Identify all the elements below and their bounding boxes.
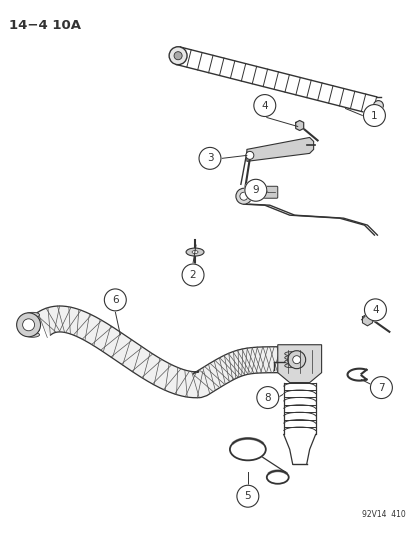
Ellipse shape bbox=[26, 327, 40, 332]
Text: 7: 7 bbox=[377, 383, 384, 393]
Circle shape bbox=[104, 289, 126, 311]
Text: 1: 1 bbox=[370, 110, 377, 120]
Polygon shape bbox=[277, 345, 321, 383]
Circle shape bbox=[169, 47, 187, 64]
Circle shape bbox=[244, 179, 266, 201]
Circle shape bbox=[199, 148, 221, 169]
Ellipse shape bbox=[284, 364, 296, 368]
Circle shape bbox=[370, 377, 392, 399]
Ellipse shape bbox=[26, 317, 40, 322]
Circle shape bbox=[17, 313, 40, 337]
Text: 3: 3 bbox=[206, 154, 213, 163]
Circle shape bbox=[292, 356, 300, 364]
Text: 4: 4 bbox=[261, 101, 268, 110]
Circle shape bbox=[173, 52, 182, 60]
Circle shape bbox=[239, 192, 247, 200]
Text: 2: 2 bbox=[189, 270, 196, 280]
Polygon shape bbox=[295, 120, 303, 131]
Ellipse shape bbox=[284, 360, 296, 364]
Text: 5: 5 bbox=[244, 491, 251, 501]
Circle shape bbox=[235, 188, 251, 204]
Circle shape bbox=[363, 104, 385, 126]
Circle shape bbox=[363, 299, 385, 321]
Circle shape bbox=[23, 319, 35, 331]
Circle shape bbox=[236, 485, 258, 507]
Ellipse shape bbox=[284, 356, 296, 360]
Ellipse shape bbox=[26, 312, 40, 317]
Text: 6: 6 bbox=[112, 295, 119, 305]
Circle shape bbox=[245, 151, 253, 159]
Circle shape bbox=[256, 386, 278, 408]
Polygon shape bbox=[246, 138, 313, 161]
Text: 9: 9 bbox=[252, 185, 259, 195]
Text: 8: 8 bbox=[264, 393, 271, 402]
Circle shape bbox=[373, 101, 382, 110]
Text: 4: 4 bbox=[371, 305, 378, 315]
FancyBboxPatch shape bbox=[261, 186, 277, 198]
Circle shape bbox=[253, 94, 275, 117]
Ellipse shape bbox=[284, 352, 296, 356]
Ellipse shape bbox=[26, 332, 40, 337]
Ellipse shape bbox=[26, 322, 40, 327]
Polygon shape bbox=[362, 314, 372, 326]
Ellipse shape bbox=[185, 248, 204, 256]
Polygon shape bbox=[35, 306, 284, 398]
Text: 92V14  410: 92V14 410 bbox=[361, 510, 404, 519]
Circle shape bbox=[287, 351, 305, 369]
Ellipse shape bbox=[192, 251, 197, 254]
Text: 14−4 10A: 14−4 10A bbox=[9, 19, 81, 32]
Circle shape bbox=[182, 264, 204, 286]
